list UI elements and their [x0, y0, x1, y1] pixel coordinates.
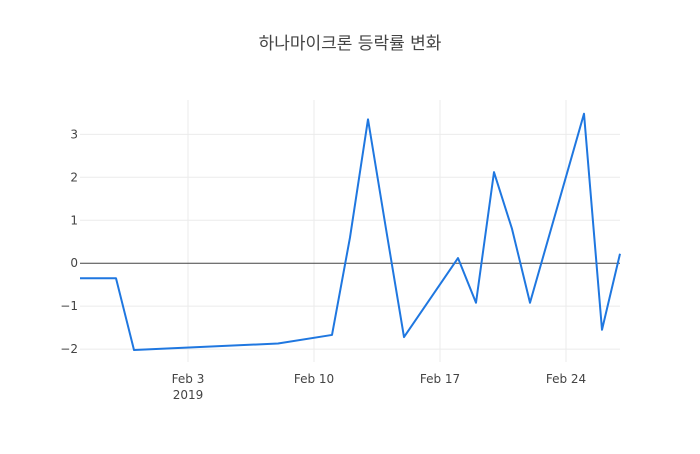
y-tick-label: 2 — [70, 170, 78, 184]
series-layer — [80, 112, 621, 351]
y-tick-label: −2 — [60, 342, 78, 356]
chart-title: 하나마이크론 등락률 변화 — [259, 34, 442, 54]
x-tick-sublabel: 2019 — [173, 388, 204, 402]
x-tick-label: Feb 10 — [294, 372, 334, 386]
y-tick-label: 0 — [70, 256, 78, 270]
y-tick-label: 3 — [70, 127, 78, 141]
x-tick-label: Feb 17 — [420, 372, 460, 386]
x-tick-label: Feb 3 — [172, 372, 205, 386]
y-tick-label: −1 — [60, 299, 78, 313]
series-line — [80, 112, 621, 351]
x-tick-label: Feb 24 — [546, 372, 586, 386]
y-axis-ticks: −2 −1 0 1 2 3 — [60, 127, 78, 356]
y-tick-label: 1 — [70, 213, 78, 227]
x-axis-ticks: Feb 3 2019 Feb 10 Feb 17 Feb 24 — [172, 372, 587, 402]
